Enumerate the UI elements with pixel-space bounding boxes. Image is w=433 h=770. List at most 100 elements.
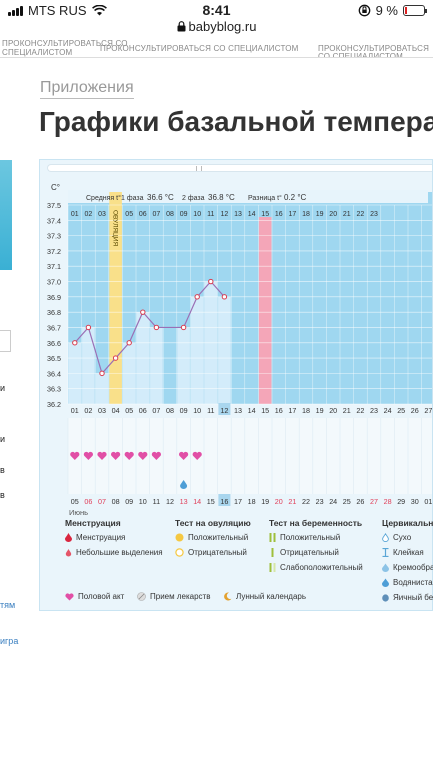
- y-tick-label: 37.1: [47, 262, 61, 271]
- legend-pregnancy-weak: Слабоположительный: [269, 563, 363, 572]
- summary-diff-value: 0.2 °C: [284, 193, 307, 202]
- calendar-date: 30: [411, 497, 419, 506]
- bottom-cycle-day: 13: [234, 406, 242, 415]
- calendar-date: 25: [343, 497, 351, 506]
- cycle-day-header: 05: [125, 211, 133, 218]
- y-unit-label: C°: [51, 183, 60, 192]
- bottom-cycle-day: 25: [397, 406, 405, 415]
- temperature-point: [72, 340, 78, 346]
- bottom-cycle-day: 23: [370, 406, 378, 415]
- y-tick-label: 36.5: [47, 354, 61, 363]
- y-tick-label: 37.2: [47, 247, 61, 256]
- bottom-cycle-day: 02: [84, 406, 92, 415]
- y-tick-label: 37.5: [47, 201, 61, 210]
- legend-menstruation-title: Менструация: [65, 518, 121, 528]
- summary-diff-label: Разница t°: [248, 194, 282, 202]
- address-bar[interactable]: babyblog.ru: [0, 19, 433, 37]
- calendar-date: 20: [275, 497, 283, 506]
- calendar-date: 09: [125, 497, 133, 506]
- temperature-point: [208, 278, 214, 285]
- calendar-date: 18: [248, 497, 256, 506]
- bottom-cycle-day: 19: [316, 406, 324, 415]
- calendar-date: 10: [139, 497, 147, 506]
- temperature-point: [180, 324, 187, 331]
- bottom-cycle-day: 04: [112, 406, 120, 415]
- bottom-cycle-day: 17: [288, 406, 296, 415]
- temperature-point: [126, 340, 132, 346]
- bottom-cycle-day: 06: [139, 406, 147, 415]
- url-text: babyblog.ru: [188, 19, 257, 34]
- cycle-day-header: 18: [302, 211, 310, 218]
- ad-text-4: ПРОКОНСУЛЬТИРОВАТЬСЯ СО СПЕЦИАЛИСТОМ: [318, 44, 430, 58]
- calendar-date: 23: [316, 497, 324, 506]
- y-tick-label: 36.9: [47, 293, 61, 302]
- cycle-day-header: 07: [153, 211, 161, 218]
- empty-circle-icon: [175, 548, 184, 557]
- battery-percent: 9 %: [375, 3, 398, 18]
- cycle-day-header: 09: [180, 211, 188, 218]
- sidebar-input[interactable]: [0, 330, 11, 352]
- bottom-cycle-day: 11: [207, 406, 214, 415]
- chart-scrollbar[interactable]: [47, 164, 432, 172]
- creamy-drop-icon: [382, 563, 389, 572]
- scroll-thumb[interactable]: [196, 166, 202, 171]
- cycle-day-header: 19: [316, 211, 324, 218]
- legend-cervical-title: Цервикальна: [382, 518, 433, 528]
- legend-cervical-watery: Водяниста: [382, 578, 433, 587]
- calendar-date: 11: [153, 497, 160, 506]
- battery-icon: [403, 5, 427, 16]
- cycle-day-header: 22: [357, 211, 365, 218]
- cycle-day-header: 12: [221, 211, 229, 218]
- y-tick-label: 37.0: [47, 278, 61, 287]
- page-title: Графики базальной температуры: [39, 106, 433, 137]
- cycle-day-header: 02: [85, 211, 93, 218]
- legend-menstruation: Менструация: [65, 533, 125, 542]
- eggwhite-drop-icon: [382, 594, 389, 602]
- left-sidebar: и и в в: [0, 60, 14, 770]
- cycle-day-header: 10: [193, 211, 201, 218]
- y-tick-label: 36.2: [47, 400, 61, 409]
- sidebar-link-2[interactable]: игра: [0, 636, 19, 646]
- blood-drop-icon: [65, 533, 72, 542]
- calendar-date: 14: [193, 497, 201, 506]
- sidebar-text-2: и: [0, 434, 6, 444]
- cycle-day-header: 20: [329, 211, 337, 218]
- calendar-date: 07: [98, 497, 106, 506]
- highlight-date-box: [218, 494, 231, 506]
- legend-ovulation-positive: Положительный: [175, 533, 248, 542]
- temperature-point: [112, 355, 119, 361]
- calendar-date: 01: [424, 497, 432, 506]
- moon-icon: [224, 592, 232, 601]
- sidebar-link-1[interactable]: тям: [0, 600, 16, 610]
- calendar-date: 05: [71, 497, 79, 506]
- y-tick-label: 36.6: [47, 339, 61, 348]
- ad-banner-strip[interactable]: ПРОКОНСУЛЬТИРОВАТЬСЯ СО СПЕЦИАЛИСТОМ ПРО…: [0, 38, 433, 58]
- rotation-lock-icon: [358, 4, 370, 17]
- bottom-cycle-day: 14: [248, 406, 256, 415]
- calendar-date: 28: [384, 497, 392, 506]
- y-tick-label: 36.8: [47, 308, 61, 317]
- legend-pregnancy-positive: Положительный: [269, 533, 340, 542]
- calendar-date: 19: [261, 497, 269, 506]
- calendar-date: 17: [234, 497, 242, 506]
- status-right: 9 %: [358, 3, 427, 18]
- sidebar-text-4: в: [0, 490, 5, 500]
- legend-lunar-calendar: Лунный календарь: [223, 592, 306, 601]
- bottom-cycle-day: 27: [424, 406, 432, 415]
- y-tick-label: 36.4: [47, 369, 61, 378]
- summary-phase2-value: 36.8 °C: [208, 193, 235, 202]
- plot-background: [68, 192, 432, 404]
- summary-phase1-value: 36.6 °C: [147, 193, 174, 202]
- breadcrumb[interactable]: Приложения: [40, 79, 134, 99]
- bottom-cycle-day: 26: [411, 406, 419, 415]
- sidebar-banner[interactable]: [0, 160, 12, 270]
- heart-icon: [65, 592, 74, 601]
- legend-pregnancy-negative: Отрицательный: [269, 548, 339, 557]
- status-bar: MTS RUS 8:41 9 %: [0, 0, 433, 20]
- bottom-cycle-day: 01: [71, 406, 79, 415]
- bbt-chart: 37.5 37.4 37.3 37.2 37.1 37.0 36.9 36.8 36.7 36.6…: [47, 183, 432, 517]
- calendar-date: 22: [302, 497, 310, 506]
- bottom-cycle-day: 18: [302, 406, 310, 415]
- ad-text-3: ПРОКОНСУЛЬТИРОВАТЬСЯ СО СПЕЦИАЛИСТОМ: [100, 44, 299, 53]
- legend-cervical-sticky: Клейкая: [382, 548, 424, 557]
